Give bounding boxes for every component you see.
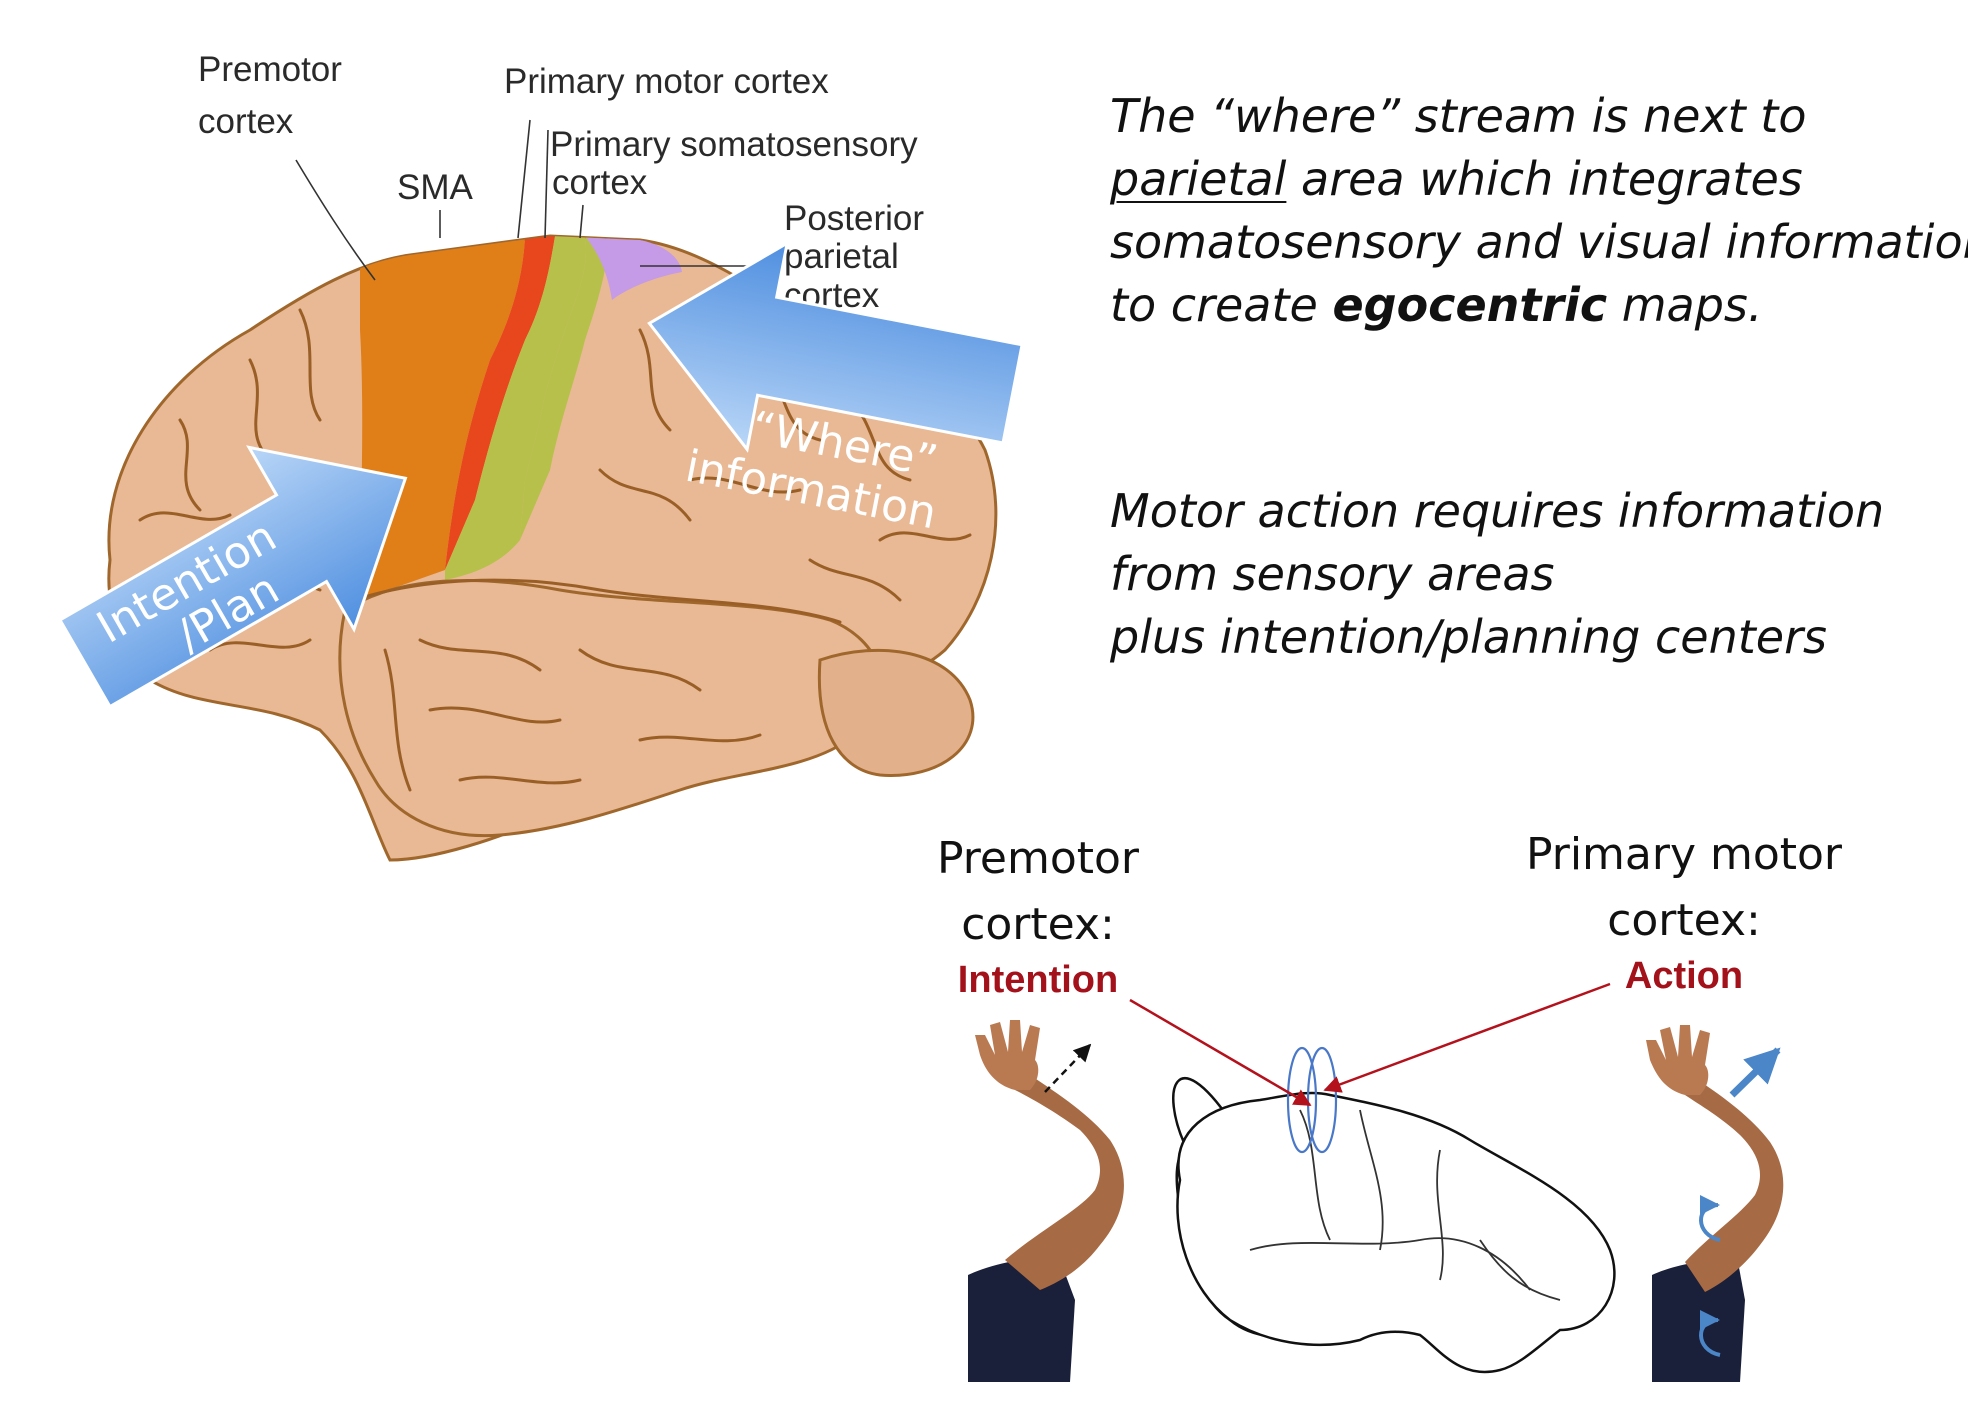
where-stream-line-3: somatosensory and visual information [1110,215,1968,269]
primary-motor-caption-line2: cortex: [1607,895,1761,946]
temporal-lobe [338,579,883,838]
right-arm-skin [1685,1080,1784,1292]
right-arm-image [1646,1025,1784,1382]
premotor-caption-line2: cortex: [961,899,1115,950]
where-stream-line-4: to create egocentric maps. [1110,274,1968,337]
right-shirt [1652,1260,1745,1382]
primary-motor-caption: Primary motor cortex: Action [1484,822,1884,998]
monkey-brain-sulci [1249,1109,1561,1301]
action-solid-arrow [1729,1047,1781,1098]
left-arm-skin [1005,1075,1124,1290]
primary-motor-caption-line1: Primary motor [1525,829,1843,880]
motor-action-line-3: plus intention/planning centers [1110,610,1827,664]
intention-dashed-arrow [1044,1043,1092,1093]
label-sma: SMA [397,168,474,207]
label-leader-lines [295,119,785,326]
where-stream-line-1: The “where” stream is next to [1110,89,1807,143]
where-stream-line-4-before: to create [1110,278,1333,332]
brain-labels: Premotor cortex Primary motor cortex Pri… [198,50,924,326]
label-parietal-1: Posterior [784,199,924,238]
monkey-brain-figure [1129,982,1616,1374]
action-pointer-line [1323,982,1611,1093]
motor-action-paragraph: Motor action requires information from s… [1110,480,1884,669]
posterior-parietal-region [585,236,682,300]
where-information-arrow [647,240,1024,453]
left-hand [975,1020,1040,1090]
primary-motor-region [445,236,555,570]
shoulder-rotation-arrow [1699,1195,1721,1242]
premotor-caption: Premotor cortex: Intention [838,826,1238,1002]
label-primary-motor: Primary motor cortex [504,62,829,101]
motor-action-line-1: Motor action requires information [1110,484,1885,538]
where-stream-line-2: parietal area which integrates [1110,148,1968,211]
where-stream-line-4-after: maps. [1607,278,1763,332]
label-somatosensory-2: cortex [552,163,648,202]
premotor-caption-line1: Premotor [937,833,1139,884]
action-label: Action [1624,955,1744,997]
label-premotor-2: cortex [198,102,294,141]
label-premotor-1: Premotor [198,50,342,89]
cerebellum [817,648,975,777]
where-stream-paragraph: The “where” stream is next to parietal a… [1110,85,1968,337]
somatosensory-region [445,236,586,580]
parietal-underlined: parietal [1110,152,1287,206]
label-somatosensory-1: Primary somatosensory [550,125,918,164]
label-parietal-2: parietal [784,237,899,276]
left-arm-image [968,1020,1124,1382]
intention-pointer-line [1129,998,1312,1107]
egocentric-bold: egocentric [1332,278,1608,332]
elbow-rotation-arrow [1699,1310,1721,1357]
where-stream-line-2-rest: area which integrates [1286,152,1803,206]
left-shirt [968,1258,1075,1382]
motor-action-line-2: from sensory areas [1110,547,1555,601]
premotor-region [360,238,525,600]
intention-label: Intention [957,959,1119,1001]
right-hand [1646,1025,1710,1095]
